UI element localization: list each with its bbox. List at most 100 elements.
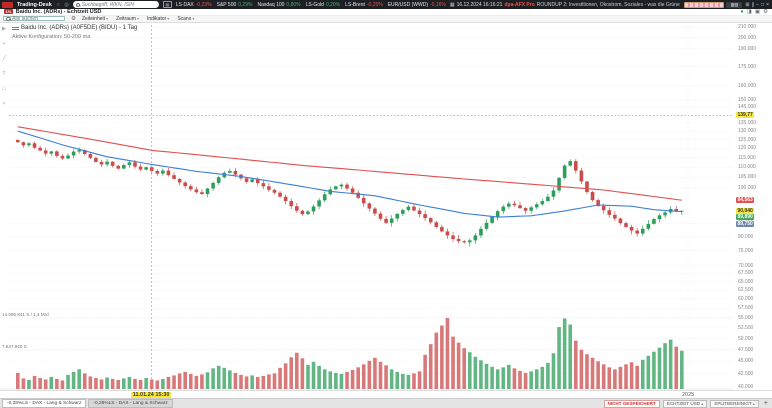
volume-bar	[77, 369, 81, 389]
app-title: Trading-Desk	[17, 1, 52, 8]
settings-gear-icon[interactable]: ⚙	[71, 15, 76, 22]
volume-bar	[82, 373, 87, 389]
price-axis-label: 125.000	[738, 136, 757, 143]
candle-body	[43, 150, 48, 154]
chart-search[interactable]	[3, 15, 65, 22]
ticker-item[interactable]: EUR/USD (WWD) -0,16%	[388, 2, 446, 8]
workspace-tab[interactable]: -0,28%LS - DAX - Lang & Schwarz	[2, 399, 87, 408]
menu-label: Zeiteinheit	[81, 15, 106, 22]
volume-bar	[188, 373, 193, 389]
add-icon[interactable]: +	[2, 41, 6, 47]
workspace-tab[interactable]: -0,28%LS - DAX - Lang & Schwarz	[88, 399, 173, 408]
split-icon[interactable]: ∥	[751, 1, 755, 8]
ticker-item[interactable]: S&P 500 0,29%	[217, 2, 253, 8]
add-tab-icon[interactable]: +	[763, 399, 768, 407]
candle-body	[317, 200, 321, 207]
volume-bar	[233, 372, 238, 389]
volume-bar	[406, 374, 411, 389]
volume-bar	[306, 364, 310, 389]
volume-bar	[674, 346, 679, 389]
favorites-icon[interactable]: ☆	[55, 1, 61, 8]
volume-bar	[551, 353, 556, 389]
global-search[interactable]	[72, 1, 159, 8]
volume-bar	[590, 357, 595, 389]
candle-body	[574, 161, 578, 171]
footer-button-0[interactable]: NICHT GESPEICHERT	[603, 399, 660, 408]
price-axis-label: 110.000	[738, 164, 756, 171]
price-axis-label: 120.000	[738, 145, 757, 152]
candle-body	[188, 186, 193, 190]
grid-icon[interactable]: ⊞	[745, 1, 750, 8]
volume-bar	[27, 379, 31, 389]
ticker-item[interactable]: LS-Brent -0,25%	[345, 2, 383, 8]
price-axis-label: 130.000	[738, 128, 757, 135]
volume-bar	[250, 375, 254, 389]
watchlist-icon[interactable]: ▦	[162, 1, 172, 8]
search-input[interactable]	[81, 1, 154, 8]
menu-label: Zeitraum	[116, 15, 136, 22]
promo-button[interactable]	[684, 1, 725, 8]
price-axis-label: 115.000	[738, 154, 756, 161]
legend-config: Aktive Konfiguration: 50-200 ma	[12, 34, 91, 40]
candle-body	[534, 204, 539, 208]
candle-body	[445, 231, 450, 236]
volume-bar	[127, 376, 132, 389]
price-axis-label: 67.500	[738, 270, 754, 277]
info-icon[interactable]: ◎	[64, 1, 69, 8]
price-axis-label: 80.000	[738, 233, 754, 240]
menu-zeitraum[interactable]: Zeitraum ▾	[116, 16, 139, 22]
footer-button-2[interactable]: SPLITBEREINIGT ▴	[710, 399, 759, 408]
ticker-item[interactable]: LS-DAX -0,23%	[176, 2, 212, 8]
status-dot-icon[interactable]: ●	[740, 8, 744, 15]
price-axis-label: 200.000	[738, 34, 757, 41]
top-bar: Trading-Desk ☆ ◎ ▦ LS-DAX-0,23% S&P 5000,…	[0, 0, 772, 9]
candle-body	[384, 218, 388, 223]
candle-body	[590, 192, 595, 201]
volume-bar	[94, 377, 98, 389]
volume-bar	[105, 377, 109, 389]
panel-toggle-button[interactable]: ▥▥	[726, 1, 743, 8]
news-ticker[interactable]: ▦ 16.12.2024 16:16:21 dpa-AFX Pro ROUNDU…	[450, 2, 681, 8]
menu-indikator[interactable]: Indikator ▾	[147, 16, 169, 22]
volume-bar	[32, 375, 37, 389]
ma50-line	[17, 130, 682, 218]
price-axis-label: 50.000	[738, 335, 754, 342]
price-axis-label: 57.500	[738, 305, 754, 312]
delete-icon[interactable]: ×	[2, 101, 6, 107]
chart-search-input[interactable]	[12, 15, 62, 22]
candle-body	[261, 183, 266, 187]
text-icon[interactable]: T	[2, 71, 6, 77]
close-icon[interactable]: ×	[766, 1, 769, 8]
ticker-item[interactable]: LS-Gold 0,20%	[306, 2, 341, 8]
volume-bar	[529, 371, 533, 389]
volume-bar	[216, 365, 221, 389]
volume-bar	[423, 354, 427, 389]
gear-icon[interactable]: ⚙	[763, 8, 768, 15]
cursor-icon[interactable]: ▶	[1, 26, 7, 32]
menu-zeiteinheit[interactable]: Zeiteinheit ▾	[82, 16, 108, 22]
menu-scans[interactable]: Scans ▾	[177, 16, 194, 22]
price-axis-label: 62.500	[738, 287, 754, 294]
candle-body	[518, 205, 522, 209]
panel-icon[interactable]: ◨	[746, 8, 752, 15]
instrument-bar: 1% Baidu Inc. (ADRs) - Echtzeit USD ● ◨ ▣ ⚙	[0, 9, 772, 16]
candle-body	[295, 206, 299, 211]
index-ticker: LS-DAX -0,23% S&P 500 0,29% Nasdaq 100 0,80% L…	[176, 2, 446, 8]
minimize-icon[interactable]: −	[756, 1, 760, 8]
volume-bar	[239, 374, 243, 389]
trendline-icon[interactable]: ╱	[2, 56, 6, 62]
maximize-icon[interactable]: □	[761, 1, 765, 8]
ticker-item[interactable]: Nasdaq 100 0,80%	[257, 2, 300, 8]
screenshot-icon[interactable]: ▣	[754, 8, 761, 15]
candle-body	[423, 214, 427, 219]
price-axis-label: 70.000	[738, 262, 754, 269]
chevron-down-icon: ▾	[135, 15, 139, 21]
app-logo[interactable]	[2, 1, 13, 8]
candle-body	[663, 212, 667, 216]
volume-bar	[261, 375, 266, 389]
calendar-icon: ▦	[449, 1, 455, 8]
footer-button-1[interactable]: ECHTZEIT USD ▴	[662, 399, 708, 408]
shape-icon[interactable]: □	[2, 86, 6, 92]
volume-bar	[579, 349, 584, 389]
